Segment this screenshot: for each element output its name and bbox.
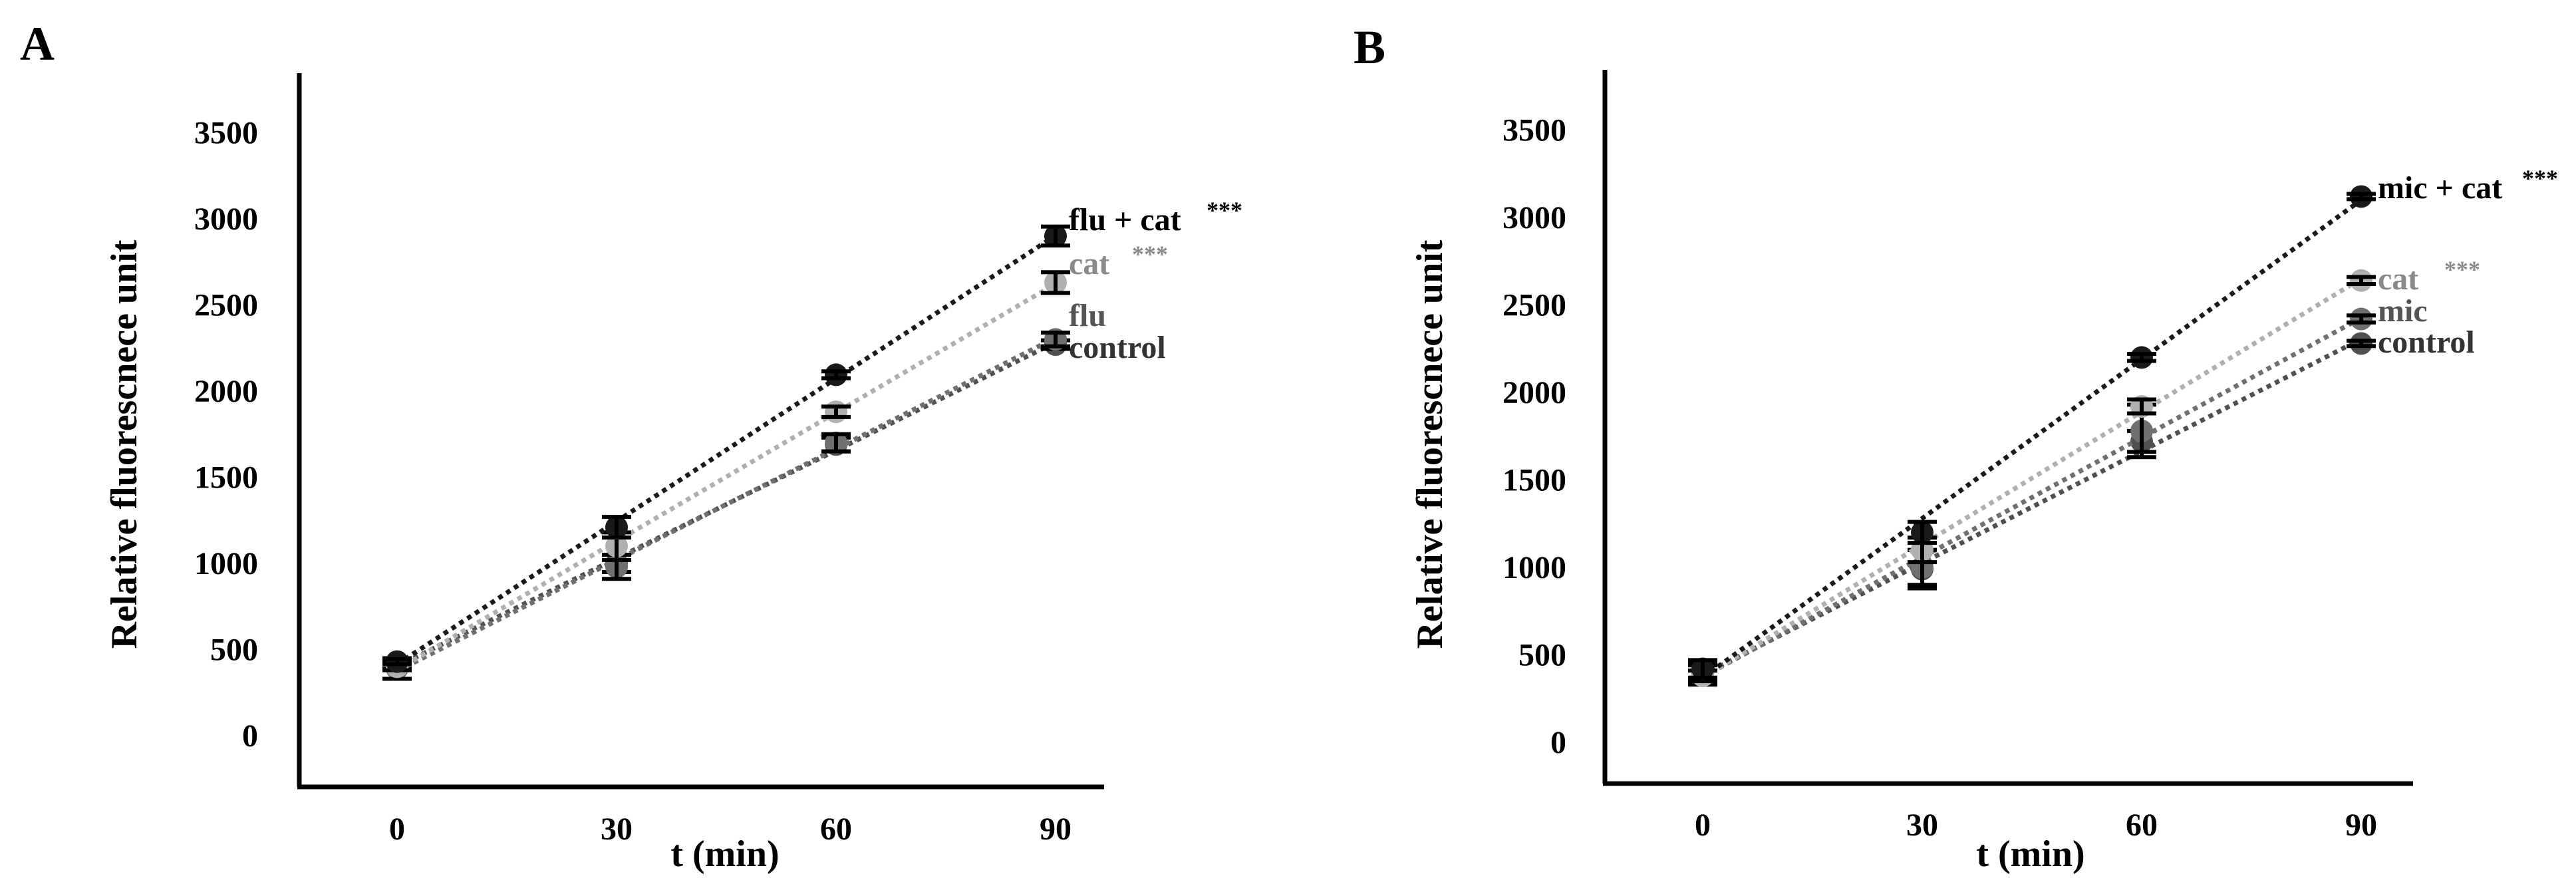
y-tick-label: 2000 — [194, 374, 258, 409]
series-label: control — [1069, 330, 1166, 365]
y-tick-label: 3500 — [194, 116, 258, 151]
series-mic: mic — [1688, 293, 2428, 684]
significance-marker: *** — [2444, 256, 2480, 283]
y-tick-label: 1500 — [194, 460, 258, 496]
panel-b: B 0 500 1000 1500 2000 2500 3000 3500 0 30 60 90 t (m… — [1354, 21, 2558, 875]
y-tick-label: 3500 — [1503, 113, 1566, 148]
y-tick-label: 2500 — [1503, 288, 1566, 323]
series-cat: cat *** — [382, 241, 1168, 678]
panel-letter: A — [20, 17, 55, 71]
x-tick-label: 60 — [2126, 808, 2158, 843]
series-label: control — [2378, 325, 2475, 360]
x-tick-label: 90 — [2345, 808, 2377, 843]
y-axis-title: Relative fluorescnece unit — [104, 239, 145, 649]
series-label: cat — [2378, 261, 2418, 297]
x-tick-label: 0 — [1695, 808, 1711, 843]
x-axis-title: t (min) — [670, 833, 779, 875]
significance-marker: *** — [1132, 241, 1168, 267]
y-tick-label: 3000 — [194, 202, 258, 237]
y-axis-title: Relative fluorescnece unit — [1409, 239, 1451, 649]
y-tick-label: 0 — [1550, 725, 1566, 760]
trendline — [396, 281, 1057, 672]
y-tick-label: 2000 — [1503, 375, 1566, 410]
trendline — [1701, 198, 2363, 680]
x-tick-label: 30 — [601, 812, 633, 847]
series-label: flu — [1069, 298, 1106, 333]
series-label: mic + cat — [2378, 170, 2502, 206]
y-tick-label: 500 — [1518, 638, 1566, 673]
trendline — [1701, 315, 2362, 679]
trendline — [396, 233, 1057, 667]
y-tick-label: 1000 — [1503, 550, 1566, 585]
x-axis-title: t (min) — [1976, 833, 2084, 875]
trendline — [396, 335, 1057, 673]
trendline — [396, 340, 1057, 669]
x-tick-label: 60 — [820, 812, 852, 847]
y-tick-label: 0 — [242, 718, 258, 754]
significance-marker: *** — [1207, 197, 1242, 223]
trendline — [1701, 277, 2362, 680]
series-mic-cat: mic + cat *** — [1688, 165, 2558, 680]
series-label: cat — [1069, 246, 1109, 281]
series-label: mic — [2378, 293, 2428, 329]
series-control: control — [382, 330, 1166, 676]
series-label: flu + cat — [1069, 202, 1181, 237]
series-flu: flu — [382, 298, 1106, 681]
x-tick-label: 0 — [389, 812, 405, 847]
significance-marker: *** — [2522, 165, 2558, 192]
panel-letter: B — [1354, 21, 1385, 74]
x-tick-label: 30 — [1906, 808, 1938, 843]
y-tick-label: 3000 — [1503, 200, 1566, 235]
panel-a: A 0 500 1000 1500 2000 2500 3000 3500 0 30 60 90 t (m… — [20, 17, 1242, 875]
y-tick-label: 500 — [210, 633, 258, 668]
series-control: control — [1688, 325, 2475, 687]
series-flu-cat: flu + cat *** — [382, 197, 1242, 673]
y-tick-label: 2500 — [194, 288, 258, 323]
y-tick-label: 1000 — [194, 546, 258, 581]
y-tick-label: 1500 — [1503, 463, 1566, 498]
x-tick-label: 90 — [1040, 812, 1072, 847]
